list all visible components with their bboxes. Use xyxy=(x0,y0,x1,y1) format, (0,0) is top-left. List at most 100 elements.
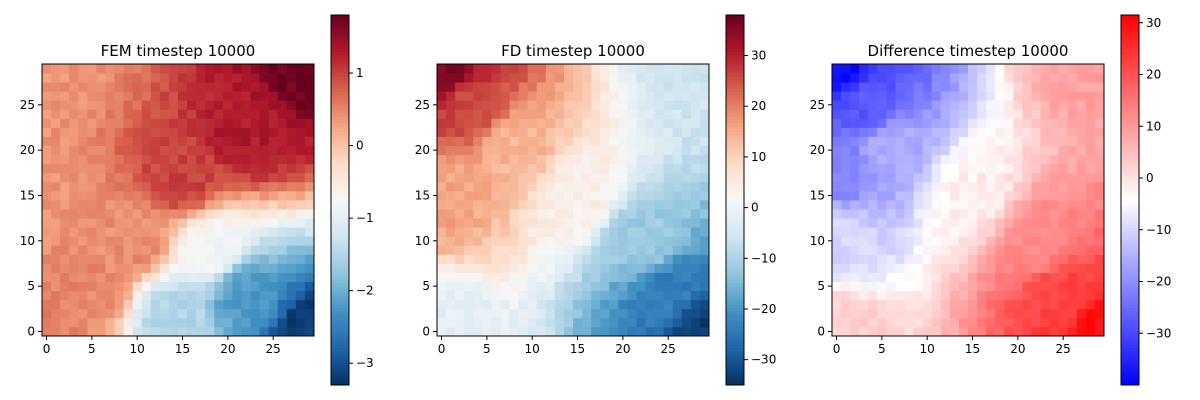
heatmap-cell xyxy=(437,281,447,292)
heatmap-cell xyxy=(949,200,960,210)
heatmap-cell xyxy=(114,200,124,210)
heatmap-cell xyxy=(627,200,637,210)
heatmap-cell xyxy=(295,64,306,74)
colorbar-segment xyxy=(726,203,744,207)
colorbar-segment xyxy=(331,58,349,62)
heatmap-cell xyxy=(931,190,942,201)
heatmap-cell xyxy=(563,118,574,128)
heatmap-cell xyxy=(582,109,592,119)
heatmap-cell xyxy=(609,136,619,146)
heatmap-cell xyxy=(690,64,701,74)
colorbar-segment xyxy=(331,227,349,232)
heatmap-cell xyxy=(690,109,701,119)
colorbar-segment xyxy=(726,283,744,287)
heatmap-cell xyxy=(627,64,637,74)
heatmap-cell xyxy=(60,326,70,337)
heatmap-cell xyxy=(699,82,710,92)
heatmap-cell xyxy=(259,263,270,273)
heatmap-cell xyxy=(690,154,701,165)
heatmap-cell xyxy=(545,236,556,246)
colorbar-segment xyxy=(331,92,349,96)
heatmap-cell xyxy=(868,218,878,228)
heatmap-cell xyxy=(627,326,637,337)
colorbar-segment xyxy=(1121,267,1139,272)
heatmap-cell xyxy=(663,236,674,246)
heatmap-cell xyxy=(159,91,170,101)
colorbar-segment xyxy=(1121,119,1139,124)
heatmap-cell xyxy=(527,254,538,264)
heatmap-cell xyxy=(196,154,206,165)
heatmap-cell xyxy=(1004,172,1014,183)
heatmap-cell xyxy=(1013,91,1023,101)
heatmap-cell xyxy=(895,245,905,255)
heatmap-cell xyxy=(446,145,456,156)
colorbar-segment xyxy=(726,33,744,38)
heatmap-cell xyxy=(554,308,565,319)
heatmap-cell xyxy=(536,218,547,228)
heatmap-cell xyxy=(123,136,134,146)
heatmap-cell xyxy=(1085,73,1096,83)
heatmap-cell xyxy=(627,299,637,310)
heatmap-cell xyxy=(1049,308,1060,319)
heatmap-cell xyxy=(491,163,501,174)
heatmap-cell xyxy=(259,236,270,246)
y-tick-label: 5 xyxy=(422,279,430,293)
heatmap-cell xyxy=(636,200,646,210)
heatmap-cell xyxy=(949,308,960,319)
heatmap-cell xyxy=(455,209,465,219)
heatmap-cell xyxy=(150,308,161,319)
heatmap-cell xyxy=(850,218,860,228)
colorbar-segment xyxy=(1121,156,1139,161)
heatmap-cell xyxy=(51,181,61,192)
heatmap-cell xyxy=(150,326,161,337)
heatmap-cell xyxy=(940,290,951,301)
heatmap-cell xyxy=(250,190,260,201)
heatmap-cell xyxy=(286,190,297,201)
heatmap-cell xyxy=(618,308,628,319)
heatmap-cell xyxy=(304,236,315,246)
heatmap-cell xyxy=(123,163,134,174)
heatmap-cell xyxy=(150,154,161,165)
heatmap-cell xyxy=(509,145,519,156)
heatmap-cell xyxy=(500,163,510,174)
heatmap-cell xyxy=(573,82,583,92)
heatmap-cell xyxy=(500,272,510,282)
colorbar-segment xyxy=(1121,381,1139,386)
heatmap-cell xyxy=(895,64,905,74)
heatmap-cell xyxy=(922,127,933,137)
heatmap-cell xyxy=(277,254,288,264)
heatmap-cell xyxy=(600,154,610,165)
heatmap-cell xyxy=(1040,200,1050,210)
colorbar-segment xyxy=(1121,209,1139,213)
colorbar-segment xyxy=(1121,45,1139,50)
colorbar-segment xyxy=(1121,89,1139,93)
heatmap-cell xyxy=(214,263,224,273)
heatmap-cell xyxy=(958,73,969,83)
heatmap-cell xyxy=(1004,317,1014,328)
colorbar-segment xyxy=(726,135,744,139)
colorbar-segment xyxy=(726,141,744,145)
heatmap-cell xyxy=(1049,299,1060,310)
heatmap-cell xyxy=(223,218,233,228)
heatmap-cell xyxy=(591,200,601,210)
heatmap-cell xyxy=(850,145,860,156)
heatmap-cell xyxy=(123,118,134,128)
heatmap-cell xyxy=(654,308,665,319)
heatmap-cell xyxy=(904,272,914,282)
heatmap-cell xyxy=(304,281,315,292)
heatmap-cell xyxy=(1085,91,1096,101)
heatmap-cell xyxy=(241,181,251,192)
heatmap-cell xyxy=(295,136,306,146)
colorbar-segment xyxy=(1121,311,1139,315)
heatmap-cell xyxy=(850,73,860,83)
heatmap-cell xyxy=(42,136,52,146)
colorbar-segment xyxy=(331,233,349,238)
colorbar-segment xyxy=(726,317,744,321)
heatmap-cell xyxy=(859,109,869,119)
heatmap-cell xyxy=(545,172,556,183)
colorbar-segment xyxy=(726,301,744,306)
heatmap-cell xyxy=(850,64,860,74)
heatmap-cell xyxy=(913,100,924,110)
heatmap-cell xyxy=(178,82,188,92)
heatmap-cell xyxy=(527,118,538,128)
